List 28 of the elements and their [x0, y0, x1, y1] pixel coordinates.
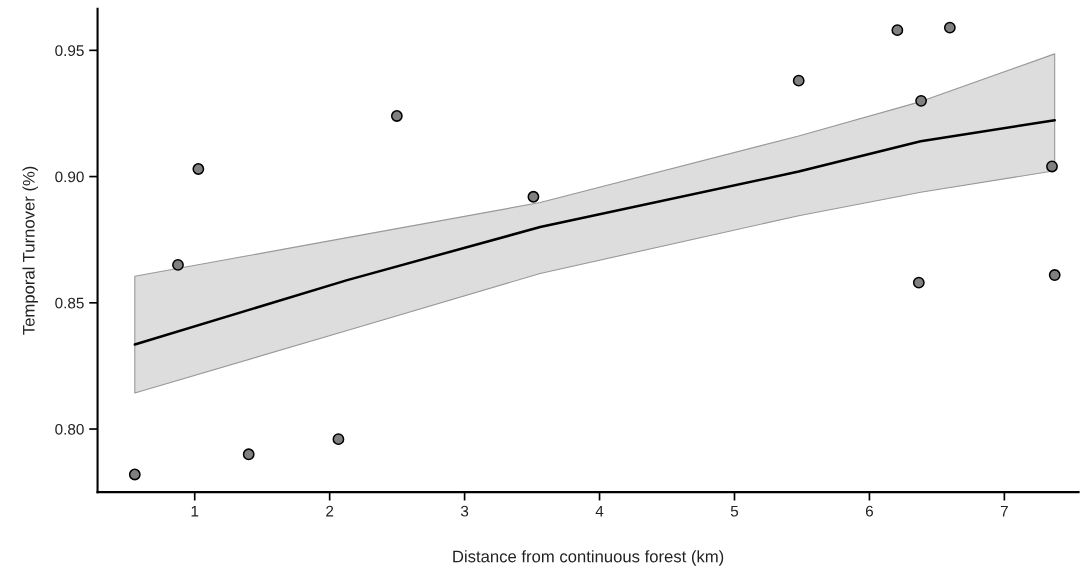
x-tick-label: 3 — [460, 505, 469, 517]
point — [943, 21, 956, 34]
point — [128, 468, 141, 481]
point — [527, 190, 540, 203]
x-axis-title: Distance from continuous forest (km) — [453, 550, 724, 566]
point — [1046, 160, 1058, 173]
point — [891, 24, 904, 37]
line-series — [133, 119, 1056, 346]
y-tick-label: 0.90 — [55, 171, 84, 183]
x-tick-label: 7 — [1000, 505, 1008, 517]
x-tick-label: 4 — [595, 505, 604, 517]
x-tick-label: 2 — [326, 505, 334, 517]
y-tick-label: 0.85 — [55, 297, 84, 309]
x-tick-label: 5 — [730, 505, 739, 517]
point — [172, 259, 184, 271]
point — [242, 448, 255, 461]
y-tick-label: 0.95 — [55, 45, 84, 57]
x-tick-label: 6 — [865, 505, 873, 517]
point — [332, 433, 345, 446]
point — [192, 163, 205, 175]
point — [1048, 269, 1061, 281]
x-tick-label: 1 — [191, 505, 199, 517]
point — [792, 74, 805, 87]
y-axis-title: Temporal Turnover (%) — [22, 166, 38, 335]
y-tick-label: 0.80 — [55, 423, 84, 435]
point — [915, 94, 928, 107]
point — [390, 110, 403, 122]
point — [912, 276, 925, 289]
